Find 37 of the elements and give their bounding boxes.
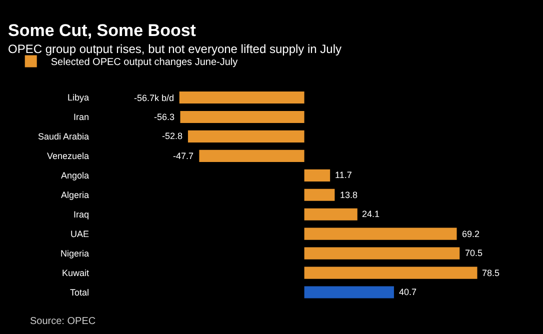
data-label: 70.5	[465, 248, 483, 258]
chart-subtitle: OPEC group output rises, but not everyone lifted supply in July	[8, 42, 342, 56]
y-tick-label: Venezuela	[46, 151, 89, 162]
bar	[304, 208, 358, 220]
y-tick-label: UAE	[70, 228, 89, 239]
data-label: -52.8	[162, 131, 183, 141]
bar	[304, 169, 330, 182]
legend-label: Selected OPEC output changes June-July	[50, 57, 238, 68]
source-note: Source: OPEC	[30, 316, 96, 327]
y-tick-label: Nigeria	[60, 248, 89, 258]
y-tick-label: Iran	[73, 112, 89, 122]
data-label: 13.8	[340, 190, 358, 200]
y-tick-label: Kuwait	[62, 268, 90, 278]
bar	[188, 130, 304, 142]
chart-title: Some Cut, Some Boost	[8, 21, 196, 40]
y-tick-label: Saudi Arabia	[38, 132, 89, 142]
y-tick-label: Algeria	[60, 190, 89, 200]
bar	[179, 91, 304, 104]
y-tick-label: Angola	[60, 170, 89, 181]
bar	[180, 110, 304, 124]
bar	[304, 286, 394, 298]
bar	[199, 150, 304, 162]
y-tick-label: Libya	[67, 92, 89, 103]
y-tick-label: Total	[70, 287, 89, 298]
bar	[304, 247, 460, 260]
data-label: -56.3	[154, 112, 175, 122]
bar	[304, 228, 457, 240]
data-label: 40.7	[399, 287, 417, 297]
data-label: -47.7	[173, 151, 194, 161]
data-label: -56.7k b/d	[134, 93, 174, 103]
data-label: 78.5	[482, 268, 500, 278]
data-label: 69.2	[462, 229, 480, 239]
data-label: 11.7	[335, 170, 352, 180]
data-label: 24.1	[362, 209, 380, 219]
y-tick-label: Iraq	[73, 210, 89, 220]
bar	[304, 188, 335, 201]
bar	[304, 266, 478, 279]
